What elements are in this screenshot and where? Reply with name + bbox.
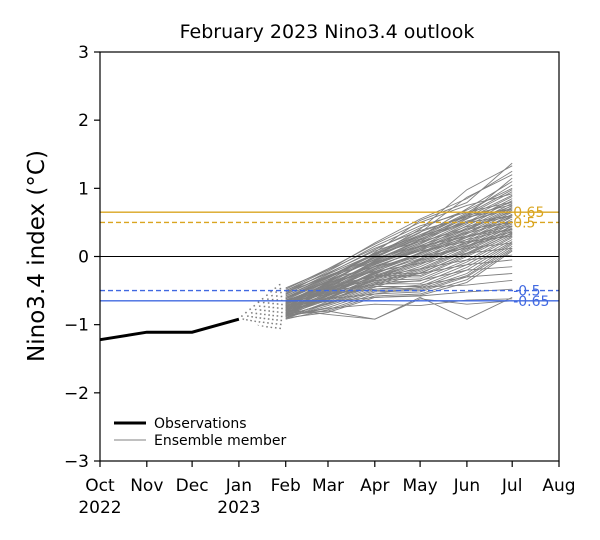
observations-line [99,317,240,342]
ensemble-member-line [285,231,513,309]
ensemble-member-line [285,201,513,300]
x-tick-year-label: 2023 [217,498,260,518]
ensemble-member-line [285,239,513,311]
ensemble-member-line [285,296,513,320]
ensemble-member-line [285,216,513,311]
y-tick-label: −3 [64,452,89,472]
ensemble-member-line [285,198,513,306]
ensemble-member-line [285,273,513,304]
observations-series [99,317,240,342]
ensemble-member-line [285,205,513,304]
fan-arc [270,290,275,330]
x-tick-label: Dec [176,476,209,496]
x-tick-label: Jan [225,476,252,496]
ensemble-member-line [285,245,513,317]
y-tick-label: 0 [78,248,89,268]
ensemble-member-line [285,298,513,317]
x-tick-year-label: 2022 [78,498,121,518]
reference-line-label: 0.5 [513,215,535,231]
x-tick-label: Feb [271,476,301,496]
ensemble-member-line [285,177,513,293]
x-tick-label: Jul [501,476,523,496]
reference-line-label: 0.65 [513,205,544,221]
fan-arc [274,287,279,331]
fan-arc [249,308,253,324]
ensemble-member-line [285,254,513,302]
ensemble-members [285,162,513,320]
legend-label-ensemble: Ensemble member [154,433,286,449]
x-tick-label: Nov [130,476,163,496]
fan-arc [244,311,249,323]
ensemble-member-line [285,221,513,314]
ensemble-member-line [285,220,513,302]
ensemble-member-line [285,243,513,319]
y-tick-label: 1 [78,179,89,199]
x-tick-label: May [403,476,438,496]
chart-title: February 2023 Nino3.4 outlook [180,21,475,43]
fan-arc [257,301,262,326]
fan-arc [253,304,258,325]
reference-line-label: -0.65 [513,294,549,310]
reference-line-label: -0.5 [513,284,540,300]
x-tick-label: Oct [85,476,115,496]
ensemble-member-line [285,184,513,298]
ensemble-member-line [285,201,513,294]
y-axis-label: Nino3.4 index (°C) [24,150,50,362]
ensemble-member-line [285,187,513,292]
transition-fan [240,283,283,332]
reference-lines: 0.650.5 -0.5-0.65 [100,205,559,310]
ensemble-member-line [285,170,513,289]
y-tick-label: 2 [78,111,89,131]
x-tick-label: Jun [453,476,481,496]
x-tick-label: Aug [542,476,575,496]
ensemble-member-line [285,288,513,307]
x-tick-label: Mar [312,476,344,496]
fan-arc [261,297,266,327]
fan-arc [278,283,283,332]
y-tick-label: 3 [78,43,89,63]
y-tick-label: −2 [64,384,89,404]
fan-arc [265,294,270,329]
ensemble-member-line [285,193,513,290]
x-tick-label: Apr [360,476,389,496]
ensemble-member-line [285,298,513,320]
y-tick-label: −1 [64,316,89,336]
ensemble-member-line [285,228,513,307]
fan-arc [240,314,245,322]
ensemble-member-line [285,232,513,319]
ensemble-member-line [285,204,513,297]
legend-label-observations: Observations [154,416,247,432]
ensemble-member-line [285,220,513,316]
